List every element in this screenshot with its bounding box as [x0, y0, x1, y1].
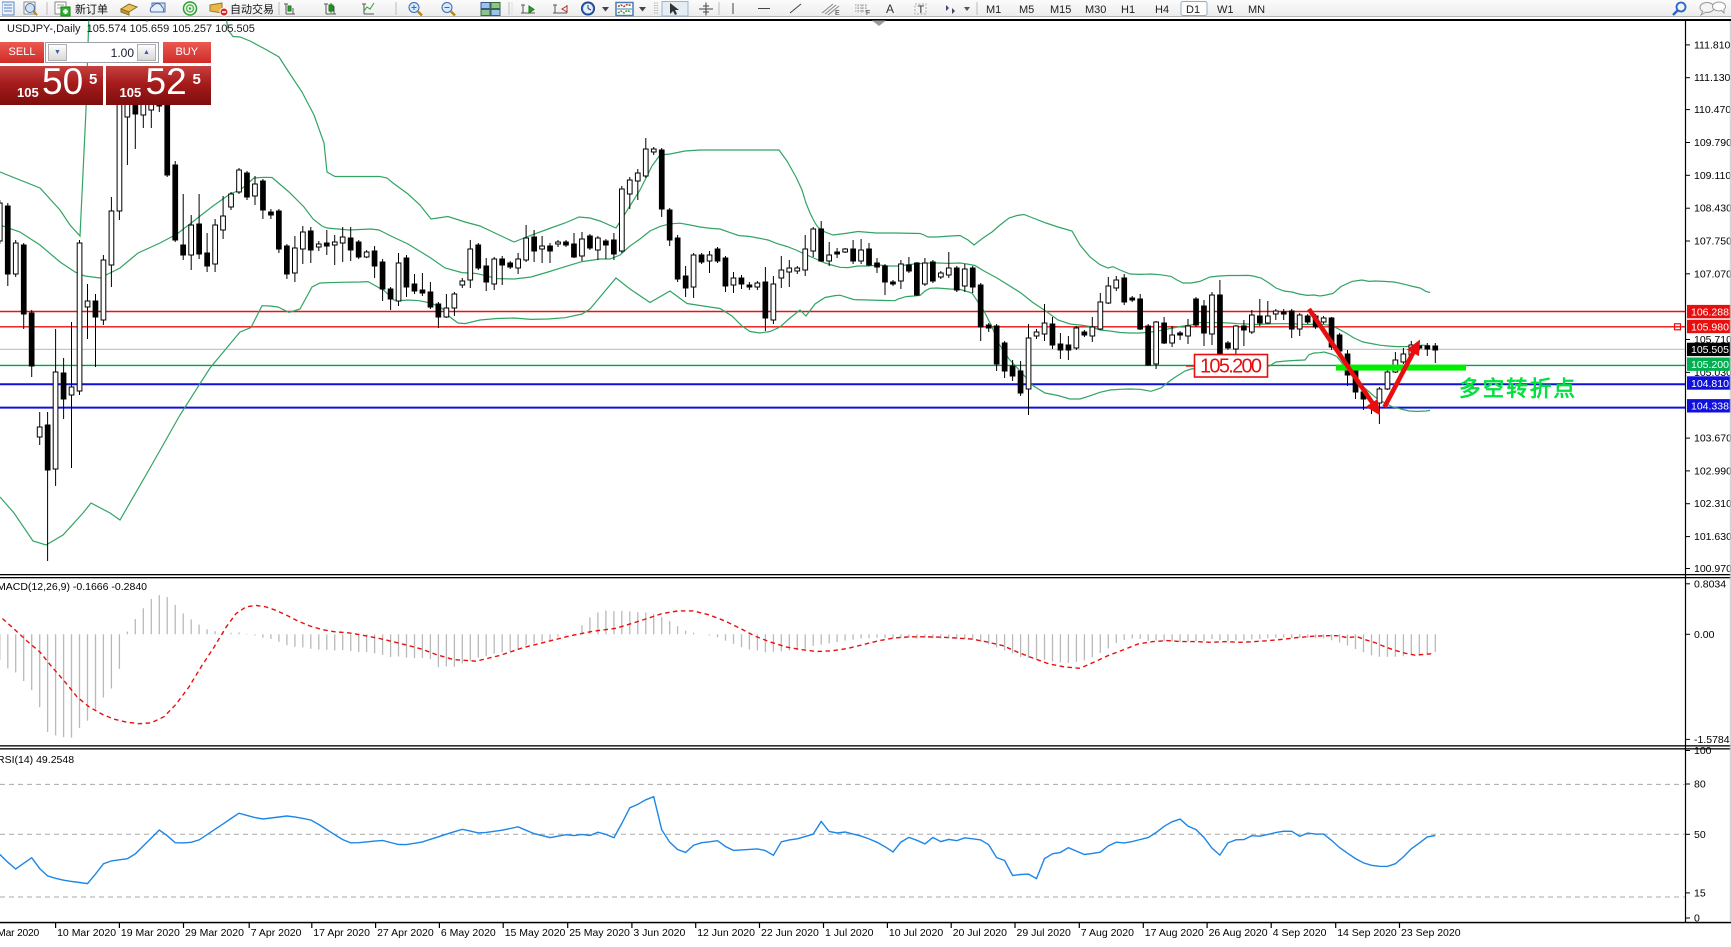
svg-text:1 Jul 2020: 1 Jul 2020	[825, 927, 874, 939]
svg-text:20 Jul 2020: 20 Jul 2020	[953, 927, 1007, 939]
svg-text:104.338: 104.338	[1691, 401, 1729, 413]
svg-text:105.200: 105.200	[1200, 356, 1262, 378]
svg-text:4 Sep 2020: 4 Sep 2020	[1273, 927, 1327, 939]
svg-text:10 Mar 2020: 10 Mar 2020	[57, 927, 116, 939]
svg-text:25 May 2020: 25 May 2020	[569, 927, 630, 939]
svg-text:107.070: 107.070	[1694, 268, 1731, 280]
svg-text:14 Sep 2020: 14 Sep 2020	[1337, 927, 1397, 939]
svg-text:23 Sep 2020: 23 Sep 2020	[1401, 927, 1461, 939]
svg-text:110.470: 110.470	[1694, 104, 1731, 116]
svg-text:101.630: 101.630	[1694, 531, 1731, 543]
svg-text:105.200: 105.200	[1691, 359, 1729, 371]
svg-text:0.8034: 0.8034	[1694, 578, 1726, 590]
svg-text:111.810: 111.810	[1694, 39, 1731, 51]
svg-text:80: 80	[1694, 779, 1706, 791]
svg-text:7 Apr 2020: 7 Apr 2020	[251, 927, 302, 939]
svg-text:M15: M15	[1050, 4, 1071, 16]
svg-text:新订单: 新订单	[75, 2, 108, 16]
svg-text:106.288: 106.288	[1691, 306, 1729, 318]
svg-text:D1: D1	[1186, 4, 1200, 16]
svg-text:29 Mar 2020: 29 Mar 2020	[185, 927, 244, 939]
svg-text:100.970: 100.970	[1694, 563, 1731, 575]
svg-text:E: E	[835, 10, 840, 17]
svg-text:108.430: 108.430	[1694, 203, 1731, 215]
svg-text:17 Apr 2020: 17 Apr 2020	[313, 927, 370, 939]
svg-text:26 Aug 2020: 26 Aug 2020	[1209, 927, 1268, 939]
svg-text:-1.5784: -1.5784	[1694, 734, 1730, 746]
svg-text:6 May 2020: 6 May 2020	[441, 927, 496, 939]
svg-text:50: 50	[1694, 829, 1706, 841]
svg-text:103.670: 103.670	[1694, 433, 1731, 445]
svg-text:MN: MN	[1248, 4, 1265, 16]
svg-text:0: 0	[1694, 913, 1700, 925]
svg-text:109.790: 109.790	[1694, 137, 1731, 149]
svg-text:100: 100	[1694, 745, 1712, 757]
svg-text:10 Jul 2020: 10 Jul 2020	[889, 927, 943, 939]
svg-text:111.130: 111.130	[1694, 72, 1731, 84]
svg-text:H1: H1	[1121, 4, 1135, 16]
svg-text:T: T	[918, 4, 925, 16]
svg-text:109.110: 109.110	[1694, 170, 1731, 182]
svg-text:W1: W1	[1217, 4, 1234, 16]
svg-text:15 May 2020: 15 May 2020	[505, 927, 566, 939]
svg-text:105.980: 105.980	[1691, 321, 1729, 333]
svg-text:15: 15	[1694, 887, 1706, 899]
svg-text:107.750: 107.750	[1694, 236, 1731, 248]
svg-text:MACD(12,26,9) -0.1666 -0.2840: MACD(12,26,9) -0.1666 -0.2840	[0, 581, 147, 593]
svg-text:F: F	[866, 10, 870, 17]
svg-text:2 Mar 2020: 2 Mar 2020	[0, 928, 40, 939]
svg-text:M1: M1	[986, 4, 1001, 16]
svg-text:27 Apr 2020: 27 Apr 2020	[377, 927, 434, 939]
svg-text:自动交易: 自动交易	[230, 2, 274, 16]
svg-text:29 Jul 2020: 29 Jul 2020	[1017, 927, 1071, 939]
svg-text:17 Aug 2020: 17 Aug 2020	[1145, 927, 1204, 939]
svg-text:H4: H4	[1155, 4, 1169, 16]
svg-text:19 Mar 2020: 19 Mar 2020	[121, 927, 180, 939]
svg-text:104.810: 104.810	[1691, 378, 1729, 390]
svg-text:M30: M30	[1085, 4, 1106, 16]
svg-text:22 Jun 2020: 22 Jun 2020	[761, 927, 819, 939]
svg-text:102.310: 102.310	[1694, 498, 1731, 510]
svg-text:102.990: 102.990	[1694, 465, 1731, 477]
svg-text:12 Jun 2020: 12 Jun 2020	[697, 927, 755, 939]
svg-text:RSI(14) 49.2548: RSI(14) 49.2548	[0, 754, 74, 766]
svg-text:105.505: 105.505	[1691, 344, 1729, 356]
svg-text:0.00: 0.00	[1694, 629, 1715, 641]
svg-text:7 Aug 2020: 7 Aug 2020	[1081, 927, 1134, 939]
svg-text:A: A	[886, 2, 894, 16]
svg-text:3 Jun 2020: 3 Jun 2020	[633, 927, 685, 939]
svg-text:多空转折点: 多空转折点	[1459, 376, 1575, 401]
svg-text:M5: M5	[1019, 4, 1034, 16]
